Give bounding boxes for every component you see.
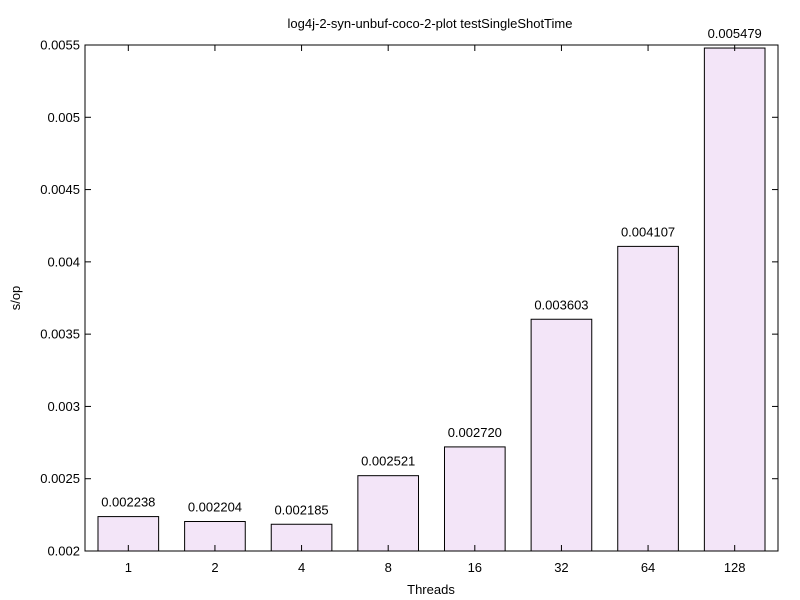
x-tick-label: 1 (125, 560, 132, 575)
y-tick-label: 0.0045 (40, 182, 80, 197)
bar (443, 446, 506, 552)
bar (703, 47, 766, 552)
x-tick-label: 64 (641, 560, 655, 575)
bar-value-label: 0.002720 (448, 425, 502, 440)
y-tick-label: 0.005 (47, 110, 80, 125)
y-axis-label: s/op (8, 286, 23, 311)
y-tick-label: 0.0025 (40, 471, 80, 486)
bar-value-label: 0.003603 (534, 297, 588, 312)
bar-value-label: 0.004107 (621, 224, 675, 239)
x-tick-label: 32 (554, 560, 568, 575)
y-tick-label: 0.0035 (40, 327, 80, 342)
bar-value-label: 0.002204 (188, 500, 242, 515)
y-tick-label: 0.003 (47, 399, 80, 414)
bar-value-label: 0.002185 (274, 502, 328, 517)
x-tick-label: 16 (468, 560, 482, 575)
bar-value-label: 0.002238 (101, 495, 155, 510)
x-axis: 1 2 4 8 16 32 64 128 (125, 45, 746, 575)
x-tick-label: 2 (211, 560, 218, 575)
plot-frame (84, 44, 779, 552)
x-tick-label: 128 (724, 560, 746, 575)
bars: 0.002238 0.002204 0.002185 0.002521 0.002720… (97, 26, 766, 552)
bar (617, 245, 679, 552)
x-axis-label: Threads (407, 582, 455, 597)
y-tick-label: 0.002 (47, 544, 80, 559)
x-tick-label: 8 (385, 560, 392, 575)
bar (357, 475, 420, 552)
y-axis: 0.002 0.0025 0.003 0.0035 0.004 0.0045 0.005 0.… (40, 38, 778, 559)
chart-title: log4j-2-syn-unbuf-coco-2-plot testSingle… (288, 16, 573, 31)
x-tick-label: 4 (298, 560, 305, 575)
y-tick-label: 0.004 (47, 254, 80, 269)
bar-value-label: 0.005479 (708, 26, 762, 41)
y-tick-label: 0.0055 (40, 38, 80, 53)
bar (530, 318, 593, 552)
bar-value-label: 0.002521 (361, 454, 415, 469)
